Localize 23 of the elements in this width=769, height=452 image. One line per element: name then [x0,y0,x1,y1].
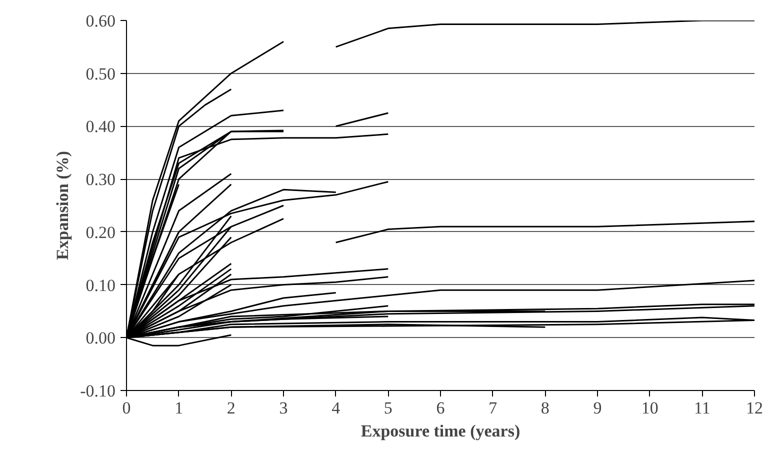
x-tick-label: 4 [332,398,341,418]
y-tick-label: 0.20 [86,222,116,242]
x-tick-label: 0 [122,398,131,418]
y-axis-title: Expansion (%) [53,150,72,260]
y-tick-label: 0.00 [86,328,116,348]
x-tick-label: 3 [279,398,288,418]
x-tick-label: 8 [540,398,550,418]
y-tick-label: -0.10 [80,382,116,400]
x-tick-label: 12 [746,398,763,418]
y-tick-label: 0.50 [86,64,116,84]
x-tick-label: 10 [641,398,658,418]
x-tick-label: 5 [384,398,392,418]
x-tick-label: 2 [226,398,236,418]
y-tick-label: 0.60 [86,12,116,30]
x-tick-label: 6 [436,398,445,418]
x-axis-title: Exposure time (years) [360,422,520,440]
y-tick-label: 0.30 [86,170,116,190]
x-tick-label: 9 [593,398,602,418]
x-tick-label: 11 [694,398,710,418]
x-tick-label: 7 [488,398,498,418]
x-tick-label: 1 [174,398,184,418]
y-tick-label: 0.40 [86,117,116,136]
y-tick-label: 0.10 [86,276,116,295]
